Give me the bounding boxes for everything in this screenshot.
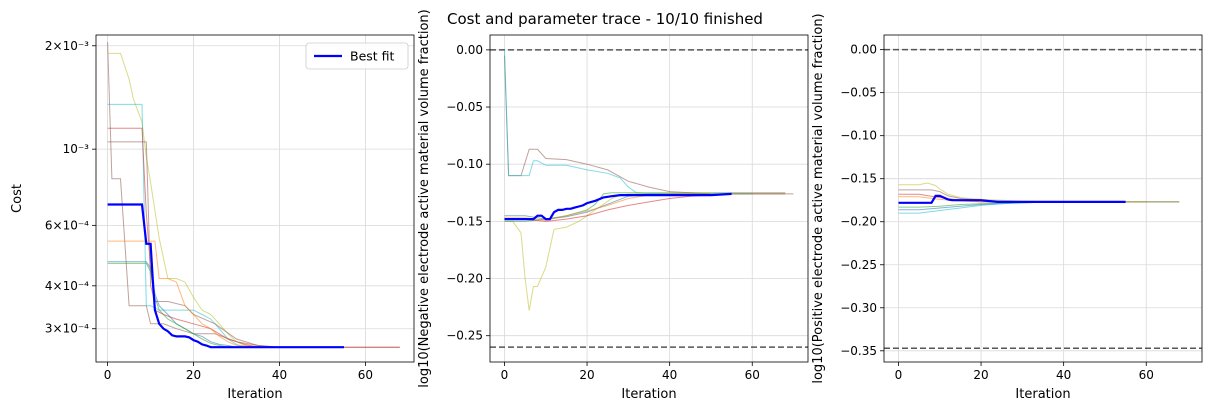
x-tick-label: 0 [104, 368, 112, 382]
plot-area [490, 49, 808, 348]
run-trace-6 [107, 240, 323, 348]
y-tick-label: 10⁻³ [63, 142, 90, 156]
y-tick-label: 6×10⁻⁴ [45, 218, 89, 232]
x-axis-label: Iteration [227, 387, 282, 402]
run-trace-7 [107, 261, 323, 348]
plot-area [107, 42, 400, 349]
best-fit-line [898, 194, 1126, 204]
legend: Best fit [305, 42, 409, 70]
x-tick-label: 40 [662, 368, 677, 382]
y-tick-label: −0.15 [840, 172, 877, 186]
y-tick-label: 3×10⁻⁴ [45, 322, 89, 336]
plot-area [884, 48, 1202, 349]
x-tick-label: 20 [579, 368, 594, 382]
y-tick-label: −0.35 [840, 344, 877, 358]
panel-negative-fraction: 0 20 40 60 0.00 −0.05 −0.10 −0.15 −0.20 −0.25 Iter… [417, 9, 809, 402]
axes-frame [95, 34, 415, 363]
x-tick-label: 60 [745, 368, 760, 382]
y-tick-label: 0.00 [456, 43, 483, 57]
legend-box [305, 42, 409, 70]
figure-suptitle: Cost and parameter trace - 10/10 finishe… [447, 10, 763, 28]
run-trace-1 [504, 55, 794, 195]
y-tick-label: −0.30 [840, 301, 877, 315]
run-trace-3 [504, 193, 711, 311]
x-tick-label: 60 [358, 368, 373, 382]
run-trace-2 [107, 52, 323, 348]
x-tick-label: 40 [1056, 368, 1071, 382]
run-trace-1 [107, 42, 400, 348]
y-tick-label: 2×10⁻³ [45, 39, 89, 53]
legend-label: Best fit [350, 49, 395, 64]
run-trace-3 [107, 103, 323, 348]
run-trace-4 [504, 192, 786, 222]
run-trace-5 [107, 141, 323, 348]
y-tick-label: −0.05 [446, 100, 483, 114]
best-fit-line [107, 203, 344, 349]
run-trace-8 [107, 262, 280, 348]
x-tick-label: 0 [895, 368, 903, 382]
y-axis-label: log10(Negative electrode active material… [417, 9, 432, 388]
x-tick-label: 20 [186, 368, 201, 382]
x-tick-label: 60 [1139, 368, 1154, 382]
x-tick-label: 0 [501, 368, 509, 382]
y-tick-label: −0.20 [840, 215, 877, 229]
x-axis-label: Iteration [621, 387, 676, 402]
panel-positive-fraction: 0 20 40 60 0.00 −0.05 −0.10 −0.15 −0.20 −0.25 −0.3… [811, 13, 1203, 402]
axes-frame [489, 34, 809, 363]
best-fit-line [504, 192, 732, 221]
x-axis-label: Iteration [1015, 387, 1070, 402]
y-tick-label: −0.20 [446, 272, 483, 286]
grid [884, 35, 1202, 362]
y-tick-label: −0.25 [840, 258, 877, 272]
run-trace-5 [504, 193, 786, 222]
y-axis-label: log10(Positive electrode active material… [811, 13, 826, 383]
y-tick-label: −0.10 [446, 157, 483, 171]
panel-cost: 0 20 40 60 3×10⁻⁴ 4×10⁻⁴ 6×10⁻⁴ 10⁻³ 2×10⁻³ Itera… [10, 34, 415, 402]
y-tick-label: 0.00 [850, 43, 877, 57]
run-trace-2 [504, 49, 753, 195]
y-tick-label: 4×10⁻⁴ [45, 279, 89, 293]
y-tick-label: −0.10 [840, 129, 877, 143]
run-trace-4 [107, 127, 400, 348]
y-tick-label: −0.15 [446, 214, 483, 228]
y-tick-label: −0.05 [840, 86, 877, 100]
x-tick-label: 40 [272, 368, 287, 382]
grid [490, 35, 808, 362]
axes-frame [883, 34, 1203, 363]
y-axis-label: Cost [10, 184, 25, 213]
y-tick-label: −0.25 [446, 329, 483, 343]
x-tick-label: 20 [973, 368, 988, 382]
